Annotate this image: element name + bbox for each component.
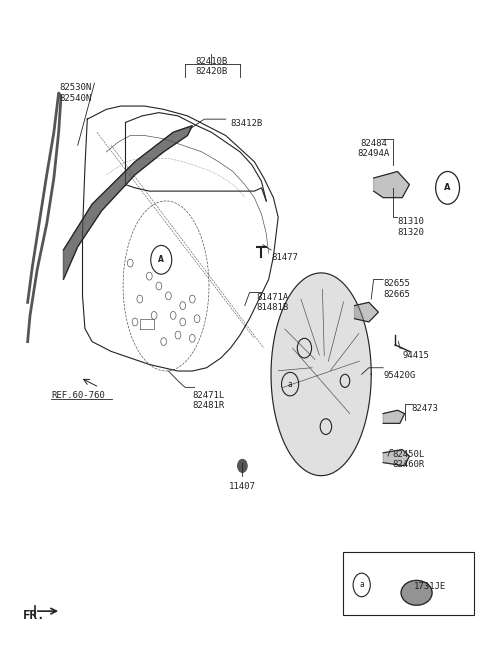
Text: 81477: 81477 bbox=[271, 253, 298, 262]
Polygon shape bbox=[271, 273, 371, 476]
Text: 95420G: 95420G bbox=[383, 371, 415, 380]
Text: 82471L
82481R: 82471L 82481R bbox=[192, 391, 225, 410]
Text: 81310
81320: 81310 81320 bbox=[397, 217, 424, 237]
Ellipse shape bbox=[401, 580, 432, 605]
Text: 81471A
81481B: 81471A 81481B bbox=[257, 292, 289, 312]
Text: 82484
82494A: 82484 82494A bbox=[358, 139, 390, 158]
Text: 82450L
82460R: 82450L 82460R bbox=[393, 449, 425, 469]
Polygon shape bbox=[63, 125, 192, 279]
Text: REF.60-760: REF.60-760 bbox=[51, 391, 105, 399]
Text: a: a bbox=[288, 380, 292, 388]
Polygon shape bbox=[383, 449, 409, 466]
Text: 1731JE: 1731JE bbox=[414, 582, 446, 591]
Text: 82473: 82473 bbox=[412, 404, 439, 413]
Circle shape bbox=[238, 459, 247, 472]
Polygon shape bbox=[373, 171, 409, 198]
Text: 94415: 94415 bbox=[402, 351, 429, 361]
Text: 82655
82665: 82655 82665 bbox=[383, 279, 410, 299]
Text: A: A bbox=[444, 183, 451, 193]
Text: A: A bbox=[158, 256, 164, 264]
Polygon shape bbox=[355, 302, 378, 322]
Polygon shape bbox=[383, 410, 405, 423]
Text: 83412B: 83412B bbox=[230, 119, 263, 128]
FancyBboxPatch shape bbox=[343, 553, 474, 615]
Text: a: a bbox=[360, 580, 364, 589]
Text: FR.: FR. bbox=[23, 608, 46, 622]
Text: 82530N
82540N: 82530N 82540N bbox=[59, 83, 92, 102]
Text: 11407: 11407 bbox=[229, 482, 256, 491]
Text: 82410B
82420B: 82410B 82420B bbox=[195, 57, 228, 76]
